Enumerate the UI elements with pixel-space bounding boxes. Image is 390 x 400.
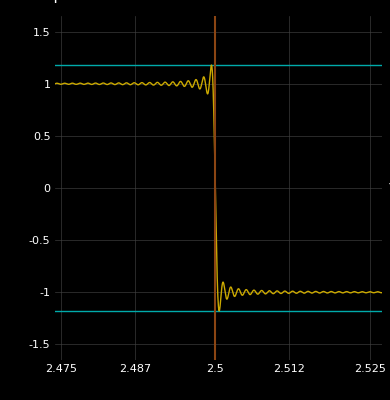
Text: Y: Y [50, 0, 59, 6]
Text: t: t [388, 180, 390, 196]
